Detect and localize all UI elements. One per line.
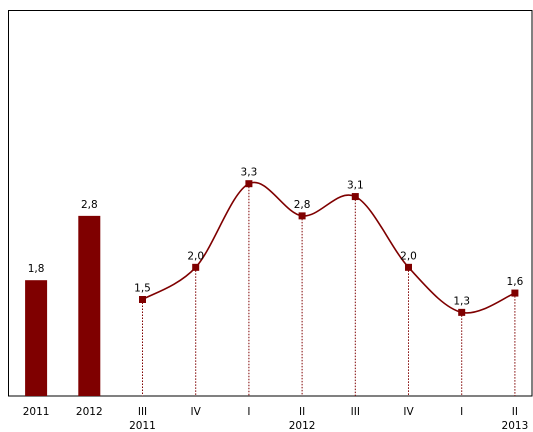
x-tick-label: IV — [403, 406, 414, 418]
marker — [298, 212, 306, 220]
value-label: 2,0 — [187, 250, 204, 262]
x-tick-label: 2012 — [76, 406, 103, 418]
line — [142, 181, 516, 314]
value-label: 2,8 — [294, 199, 311, 211]
x-tick-label: III — [351, 406, 360, 418]
value-label: 2,0 — [400, 250, 417, 262]
x-tick-label: I — [460, 406, 463, 418]
x-tick-label: IV — [191, 406, 202, 418]
x-tick-label: I — [247, 406, 250, 418]
marker — [245, 180, 253, 188]
bar — [78, 215, 101, 396]
value-label: 2,8 — [81, 199, 98, 211]
x-tick-label: 2011 — [23, 406, 50, 418]
plot-frame — [8, 10, 533, 397]
value-label: 1,6 — [507, 276, 524, 288]
marker — [458, 308, 466, 316]
marker — [511, 289, 519, 297]
x-tick-sublabel: 2013 — [502, 420, 529, 432]
value-label: 3,3 — [241, 167, 258, 179]
marker — [351, 193, 359, 201]
x-tick-label: III — [138, 406, 147, 418]
x-tick-label: II — [299, 406, 305, 418]
x-tick-sublabel: 2011 — [129, 420, 156, 432]
marker — [405, 263, 412, 271]
bar — [25, 280, 48, 396]
marker — [139, 296, 146, 303]
x-tick-sublabel: 2012 — [289, 420, 316, 432]
value-label: 1,3 — [453, 295, 470, 307]
value-label: 1,8 — [28, 263, 45, 275]
x-tick-label: II — [512, 406, 518, 418]
value-label: 3,1 — [347, 180, 364, 192]
value-label: 1,5 — [134, 283, 151, 295]
marker — [192, 263, 200, 271]
